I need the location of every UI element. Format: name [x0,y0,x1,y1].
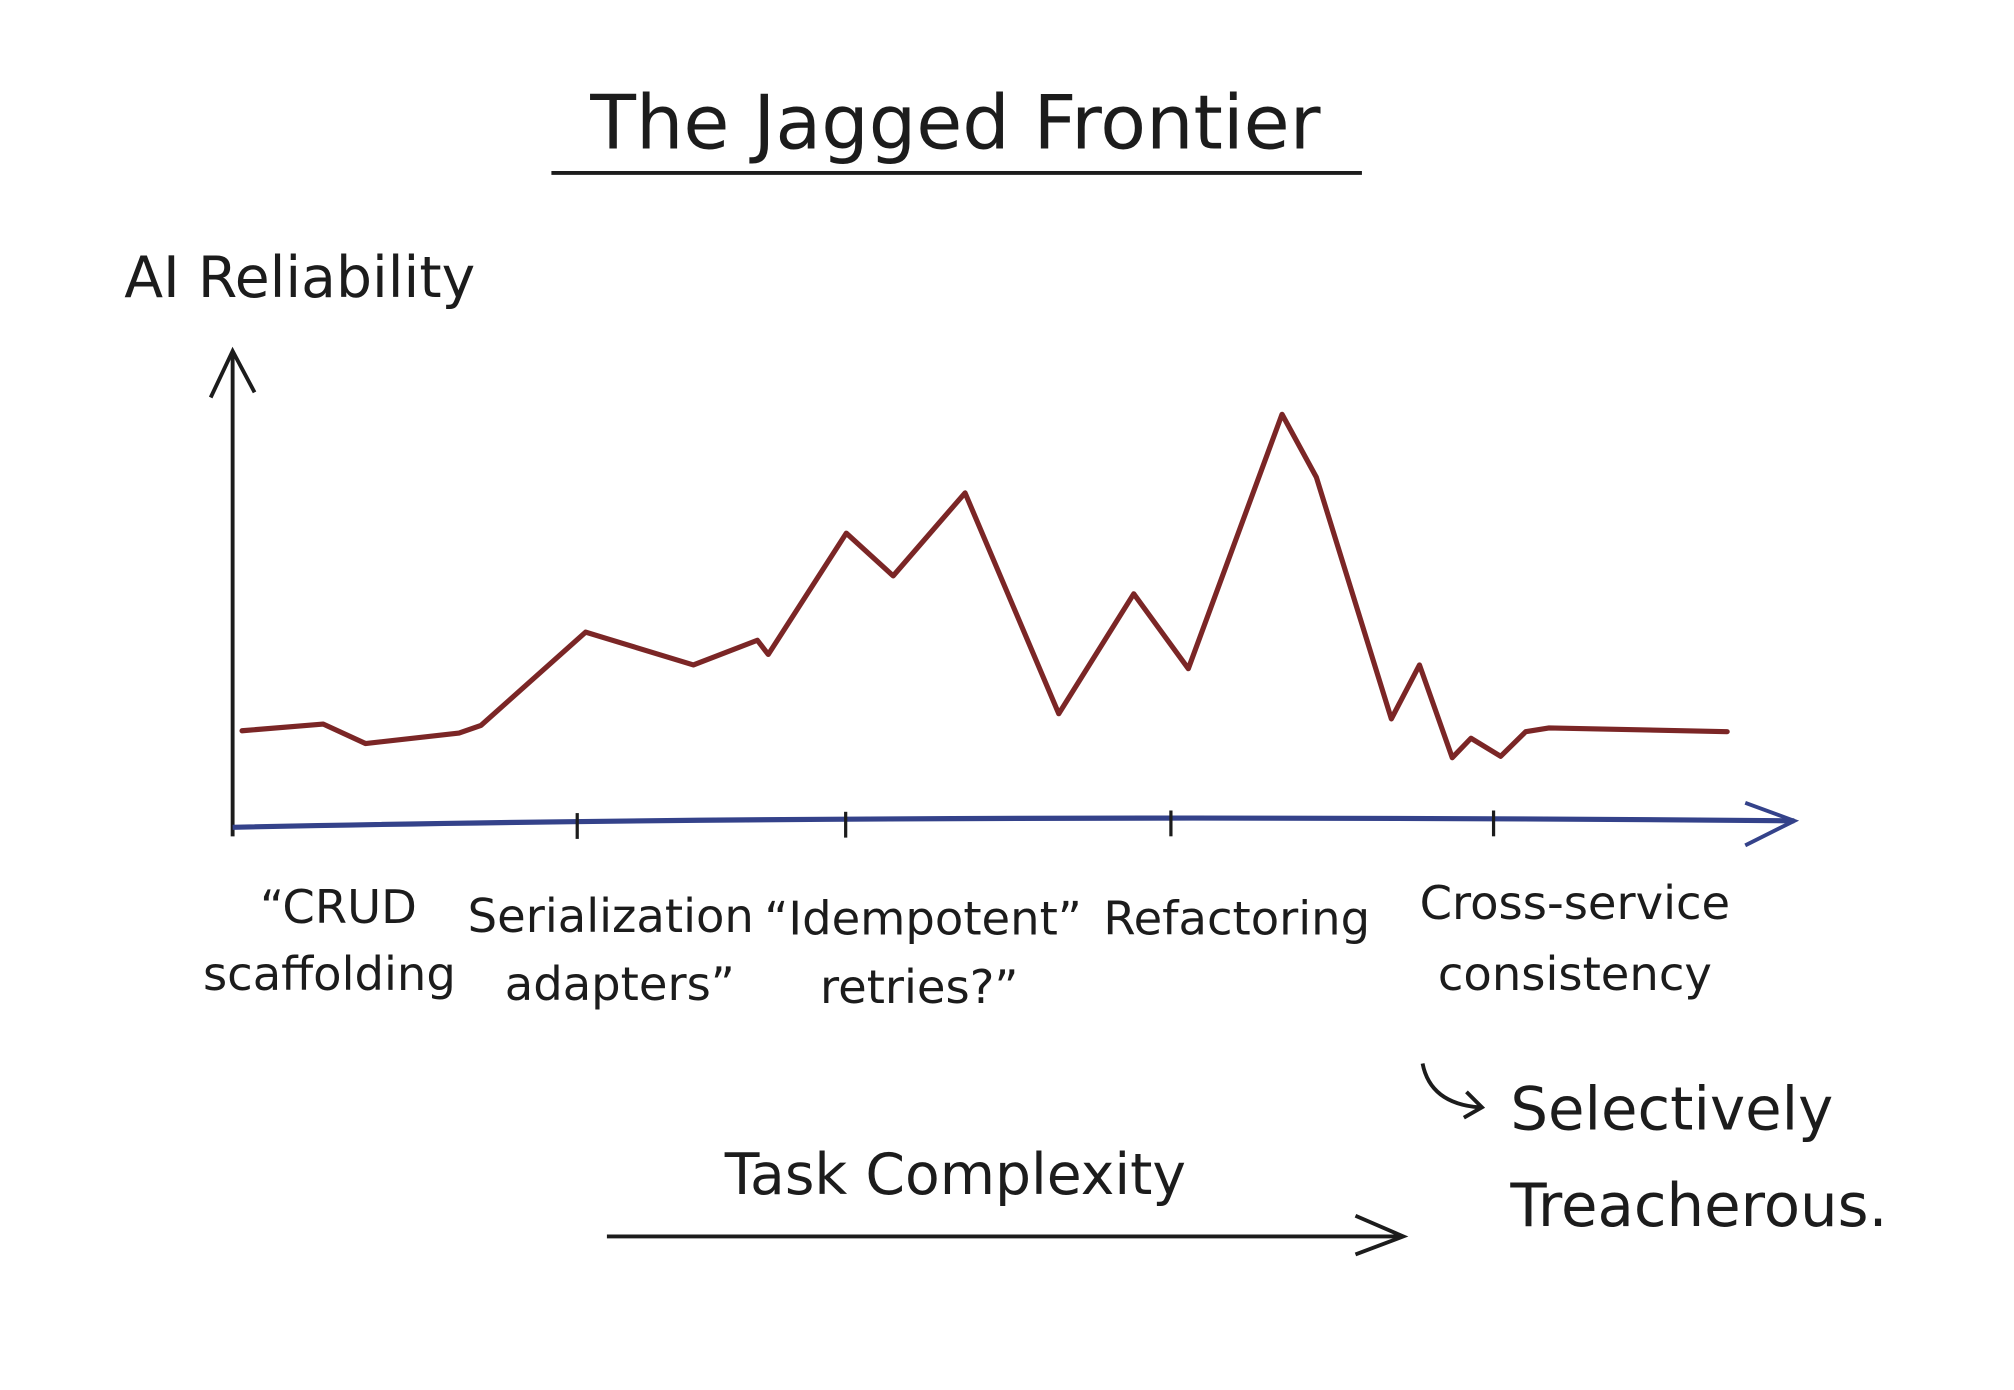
x-label: Serialization [468,889,754,943]
x-label: scaffolding [203,947,456,1001]
x-label: Cross-service [1420,876,1731,930]
x-label: “Idempotent” [764,891,1082,945]
x-label: “CRUD [260,880,417,934]
x-label: consistency [1438,947,1712,1001]
data-line [239,411,1730,761]
x-ticks [575,810,1496,839]
x-label: retries?” [820,960,1018,1014]
x-axis-arrow [1744,800,1800,848]
annotation: Treacherous. [1509,1171,1887,1240]
annotation-arrow [1420,1063,1486,1120]
y-axis-arrow [208,346,257,399]
x-axis-label: Task Complexity [724,1142,1186,1208]
x-axis-label-arrowhead [1354,1213,1409,1257]
annotation: Selectively [1510,1074,1833,1143]
chart-title: The Jagged Frontier [589,79,1320,166]
x-label: Refactoring [1103,891,1370,945]
x-label: adapters” [505,957,735,1011]
y-axis-label: AI Reliability [124,245,475,311]
x-axis [232,815,1795,830]
